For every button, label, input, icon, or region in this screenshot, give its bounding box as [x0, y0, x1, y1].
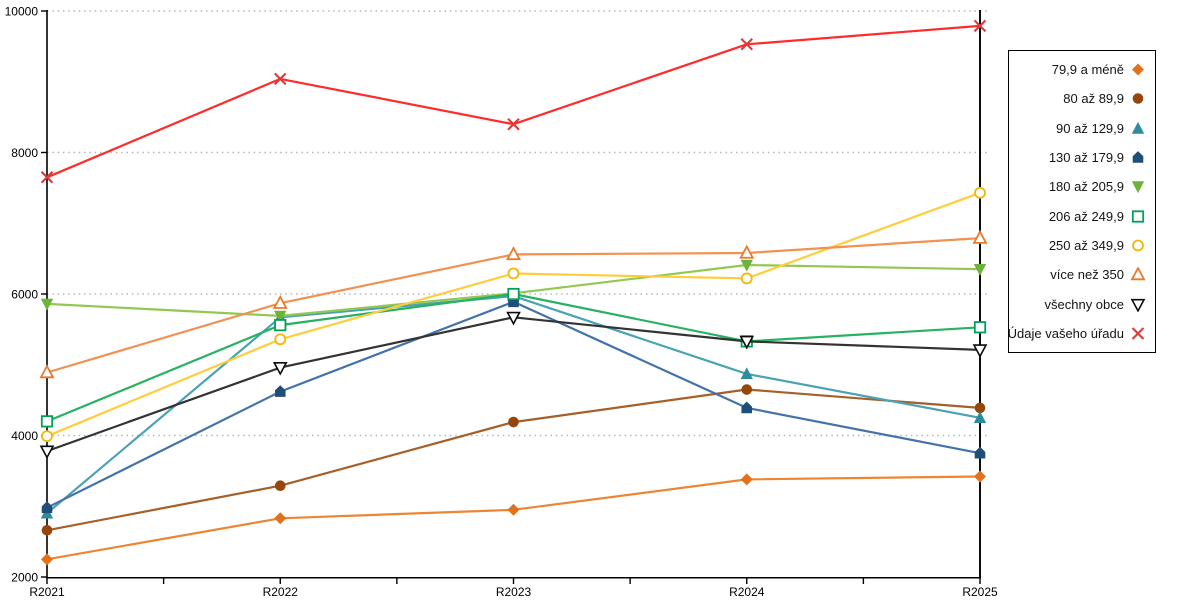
legend-label: 80 až 89,9: [1063, 91, 1124, 107]
series-1: [41, 384, 986, 536]
series-8: [39, 311, 988, 460]
series-3: [41, 295, 986, 513]
legend-label: 79,9 a méně: [1051, 62, 1124, 77]
legend-item: 130 až 179,9: [1015, 150, 1146, 165]
legend-item: 79,9 a méně: [1015, 62, 1146, 77]
series-line: [46, 475, 981, 561]
legend-item: 90 až 129,9: [1015, 121, 1146, 136]
legend-marker-icon: [1130, 267, 1146, 281]
legend-label: 130 až 179,9: [1048, 149, 1124, 165]
y-tick-label: 10000: [5, 5, 39, 19]
x-tick-label: R2024: [729, 585, 765, 599]
x-tick-label: R2025: [962, 585, 998, 599]
legend-marker-icon: [1131, 121, 1145, 134]
series-6: [41, 186, 986, 443]
legend-marker-icon: [1131, 327, 1145, 340]
legend-marker-icon: [1130, 298, 1146, 312]
legend-label: 180 až 205,9: [1048, 179, 1124, 195]
series-9: [40, 19, 987, 184]
legend-marker-icon: [1132, 93, 1144, 105]
legend-label: Údaje vašeho úřadu: [1007, 325, 1124, 341]
y-tick-label: 2000: [11, 571, 38, 585]
legend-item: 80 až 89,9: [1015, 91, 1146, 106]
chart-legend: 79,9 a méně 80 až 89,9 90 až 129,9 130 až 1…: [1008, 50, 1156, 353]
legend-marker-icon: [1132, 151, 1144, 163]
y-tick-label: 6000: [11, 288, 38, 302]
legend-marker-icon: [1132, 239, 1144, 252]
y-tick-label: 4000: [11, 429, 38, 443]
x-tick-label: R2021: [29, 585, 65, 599]
legend-marker-icon: [1131, 181, 1145, 194]
legend-item: 206 až 249,9: [1015, 209, 1146, 224]
series-7: [39, 229, 988, 379]
legend-label: 206 až 249,9: [1048, 208, 1124, 224]
series-line: [46, 24, 981, 179]
x-tick-label: R2022: [263, 585, 299, 599]
legend-item: více než 350: [1015, 267, 1146, 282]
legend-label: všechny obce: [1044, 296, 1125, 312]
legend-item: 180 až 205,9: [1015, 179, 1146, 194]
series-line: [46, 316, 981, 453]
x-tick-label: R2023: [496, 585, 532, 599]
series-line: [46, 295, 981, 515]
legend-marker-icon: [1132, 63, 1144, 76]
legend-label: 90 až 129,9: [1056, 120, 1124, 136]
legend-item: Údaje vašeho úřadu: [1008, 326, 1146, 341]
legend-item: všechny obce: [1015, 297, 1146, 312]
series-5: [40, 287, 987, 428]
legend-marker-icon: [1131, 210, 1145, 223]
series-line: [46, 300, 981, 509]
legend-item: 250 až 349,9: [1015, 238, 1146, 253]
y-tick-label: 8000: [11, 146, 38, 160]
series-0: [41, 470, 986, 566]
legend-label: 250 až 349,9: [1048, 237, 1124, 253]
legend-label: více než 350: [1050, 267, 1124, 283]
